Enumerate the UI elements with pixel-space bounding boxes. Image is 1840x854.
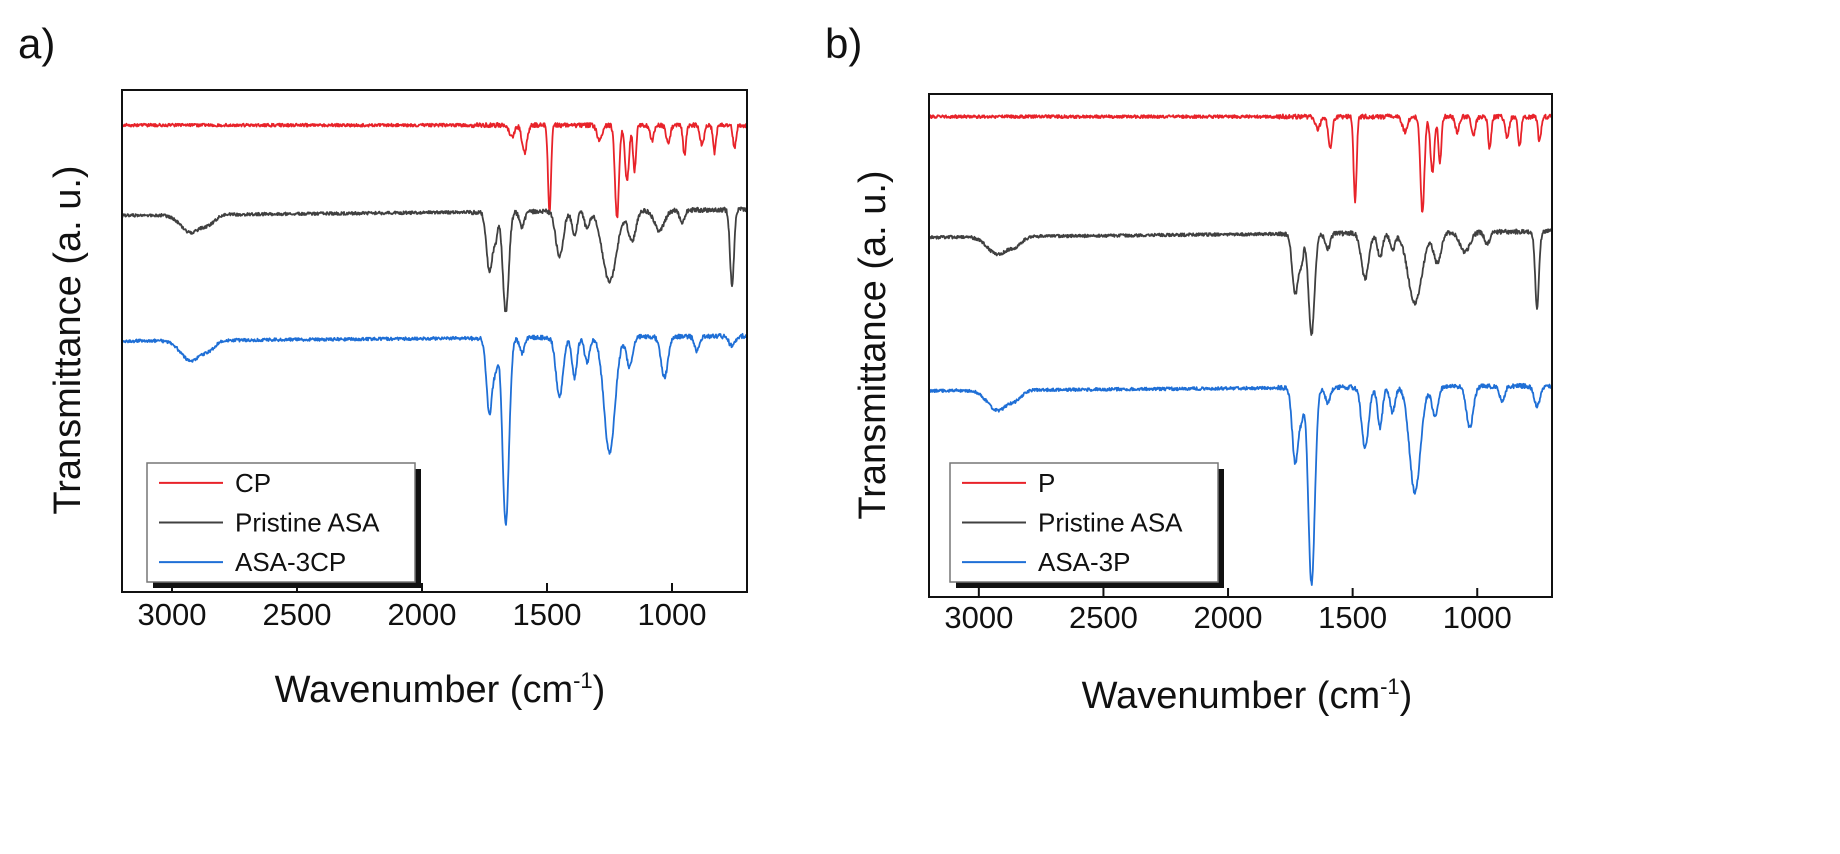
y-axis-title: Transmittance (a. u.): [852, 170, 894, 519]
x-tick-label: 2000: [388, 597, 457, 632]
panel-b: b) 3000 2500 2000 1500 1000 Wavenumber (cm-1) T…: [825, 20, 1553, 717]
x-tick-label: 3000: [138, 597, 207, 632]
x-tick-label: 1000: [1443, 600, 1512, 635]
x-tick-label: 3000: [944, 600, 1013, 635]
x-axis-title-main: Wavenumber (cm: [1082, 675, 1380, 717]
series-line-asa-3p: [930, 382, 1551, 586]
x-tick-label: 1500: [1318, 600, 1387, 635]
series-line-asa-3cp: [123, 332, 746, 526]
x-axis-title-end: ): [593, 669, 606, 711]
x-axis-title-superscript: -1: [573, 668, 593, 693]
x-axis-title-main: Wavenumber (cm: [275, 669, 573, 711]
legend-entry: CP: [235, 468, 271, 498]
x-axis-title-superscript: -1: [1380, 674, 1400, 699]
panel-a: a) 3000 2500 2000 1500 1000 Wavenumber (cm-1) T…: [18, 20, 748, 711]
legend-entry: ASA-3P: [1038, 547, 1131, 577]
plot-frame: [928, 93, 1553, 598]
x-axis-title-end: ): [1400, 675, 1413, 717]
series-group: [930, 113, 1551, 586]
series-line-cp: [123, 122, 746, 219]
x-axis-title: Wavenumber (cm-1): [1082, 674, 1413, 717]
y-axis-title: Transmittance (a. u.): [47, 165, 89, 514]
series-line-p: [930, 113, 1551, 213]
x-tick-label: 2000: [1194, 600, 1263, 635]
panel-label: a): [18, 20, 55, 67]
legend-entry: P: [1038, 468, 1055, 498]
series-line-pristine-asa: [123, 206, 746, 313]
legend-entry: Pristine ASA: [1038, 508, 1183, 538]
x-axis-title: Wavenumber (cm-1): [275, 668, 606, 711]
x-tick-label: 1000: [638, 597, 707, 632]
plot-frame: [121, 89, 748, 593]
series-group: [123, 122, 746, 526]
x-tick-label: 2500: [263, 597, 332, 632]
x-tick-label: 1500: [513, 597, 582, 632]
series-line-pristine-asa: [930, 228, 1551, 336]
x-tick-label: 2500: [1069, 600, 1138, 635]
legend-entry: Pristine ASA: [235, 508, 380, 538]
panel-label: b): [825, 20, 862, 67]
legend-entry: ASA-3CP: [235, 547, 346, 577]
